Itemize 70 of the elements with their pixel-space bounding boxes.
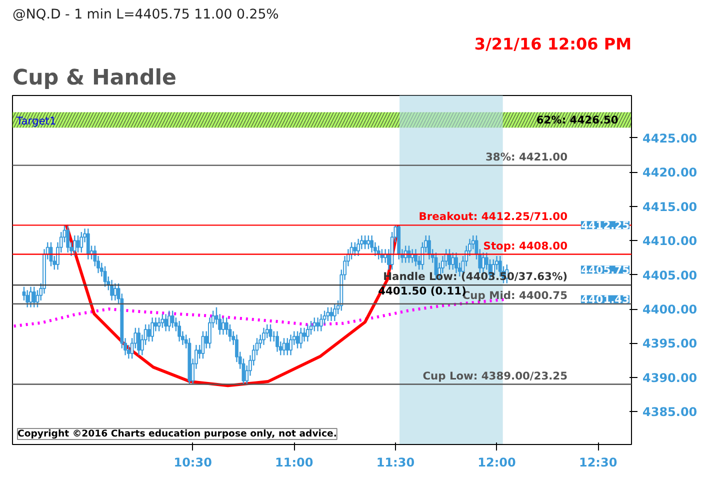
candlestick	[72, 234, 76, 257]
candlestick	[299, 327, 303, 349]
candlestick	[110, 279, 114, 302]
candlestick	[330, 306, 333, 322]
x-tick-label: 11:00	[275, 456, 314, 470]
candlestick	[26, 290, 30, 308]
candlestick	[356, 238, 360, 257]
text: 3/21/16 12:06 PM	[474, 34, 632, 54]
candlestick	[451, 252, 455, 270]
candlestick	[276, 330, 279, 352]
y-tick-label: 4400.00	[642, 302, 698, 317]
annotation: 62%: 4426.50	[536, 114, 618, 127]
x-tick-label: 10:30	[174, 456, 212, 470]
candlestick	[316, 316, 320, 332]
annotation: Copyright ©2016 Charts education purpose only, not advice.	[18, 428, 337, 440]
candlestick	[86, 228, 90, 260]
annotation: 4412.25	[580, 219, 630, 232]
candlestick	[137, 327, 141, 356]
ref-line-label: Stop: 4408.00	[483, 239, 568, 252]
candlestick	[366, 234, 370, 250]
band-label: Target1	[16, 114, 56, 128]
candlestick	[319, 314, 323, 332]
annotation: 4401.43	[580, 293, 630, 306]
candlestick	[262, 327, 266, 346]
candlestick	[370, 234, 374, 254]
candlestick	[178, 320, 182, 342]
candlestick	[312, 316, 316, 332]
y-tick-label: 4425.00	[642, 131, 698, 146]
candlestick	[268, 324, 272, 342]
candlestick	[29, 286, 32, 308]
chart-subtitle: @NQ.D - 1 min L=4405.75 11.00 0.25%	[12, 8, 279, 22]
candlestick	[332, 303, 336, 322]
candlestick	[222, 316, 225, 336]
chart-title: Cup & Handle	[12, 66, 177, 90]
candlestick	[353, 242, 357, 257]
candlestick	[170, 310, 174, 328]
x-tick-label: 12:30	[578, 456, 618, 470]
ref-line-label: 38%: 4421.00	[485, 150, 568, 164]
ref-line-label: Cup Low: 4389.00/23.25	[422, 369, 568, 382]
y-tick-label: 4415.00	[642, 200, 698, 214]
ref-line-label: Breakout: 4412.25/71.00	[418, 210, 568, 224]
x-tick-label: 12:00	[478, 456, 516, 470]
candlestick	[326, 306, 330, 322]
candlestick	[363, 234, 367, 250]
x-tick-label: 11:30	[376, 456, 415, 470]
y-tick-label: 4405.00	[642, 268, 698, 282]
candlestick	[113, 282, 117, 302]
candlestick	[147, 324, 151, 342]
candlestick	[289, 334, 292, 356]
candlestick	[160, 314, 164, 328]
y-tick-label: 4410.00	[642, 234, 698, 248]
candlestick	[150, 316, 154, 342]
candlestick	[302, 327, 306, 342]
y-tick-label: 4390.00	[642, 370, 698, 385]
candlestick	[282, 337, 286, 356]
annotation: 4405.75	[580, 264, 630, 277]
candlestick	[286, 337, 290, 356]
y-tick-label: 4385.00	[642, 405, 698, 420]
candlestick	[80, 231, 84, 254]
candlestick	[428, 234, 431, 260]
candlestick	[164, 314, 168, 332]
candlestick	[167, 310, 171, 332]
y-tick-label: 4420.00	[642, 166, 698, 180]
candlestick	[306, 324, 310, 342]
candlestick	[32, 286, 36, 308]
candlestick	[157, 316, 161, 332]
candlestick	[66, 224, 70, 254]
y-tick-label: 4395.00	[642, 336, 698, 351]
candlestick	[76, 234, 80, 254]
candlestick	[454, 252, 458, 274]
